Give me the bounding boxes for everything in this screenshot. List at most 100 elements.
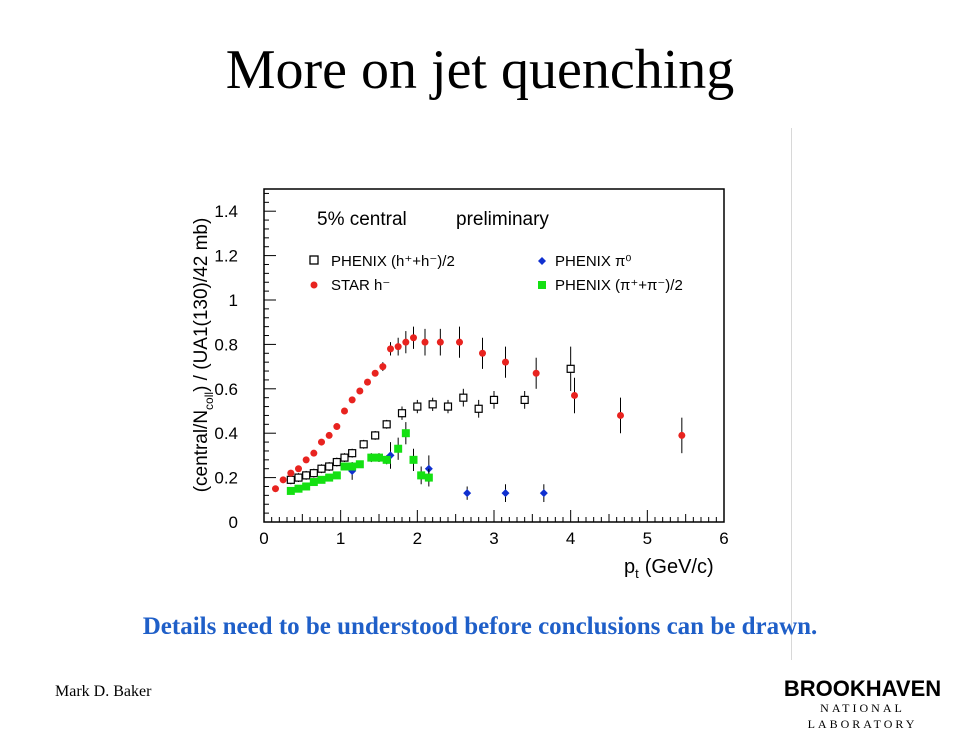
legend-label-star: STAR h⁻ (331, 277, 390, 294)
caption: Details need to be understood before con… (142, 613, 818, 640)
star-h-point (325, 431, 333, 439)
phenix-pi-point (367, 453, 376, 462)
x-tick-label: 3 (489, 529, 498, 548)
star-h-point (310, 449, 318, 457)
brookhaven-logo: BROOKHAVEN NATIONAL LABORATORY (770, 678, 955, 732)
phenix-h-point (428, 400, 437, 409)
phenix-pi-point (355, 460, 364, 469)
star-h-point (387, 345, 394, 353)
phenix-pi0-point (463, 489, 472, 498)
axis-ticks: 0 1 2 3 4 5 6 0 0.2 0.4 0.6 0.8 1 1.2 1.4 (214, 192, 729, 548)
logo-name: BROOKHAVEN (783, 676, 942, 701)
legend-marker-star (310, 281, 318, 289)
x-axis-label: pt (GeV/c) (624, 556, 714, 581)
star-h-point (356, 387, 364, 395)
y-tick-label: 0.6 (214, 380, 238, 399)
phenix-pi-point (332, 471, 341, 480)
phenix-pi-point (417, 471, 426, 480)
y-axis-label: (central/Ncoll) / (UA1(130)/42 mb) (191, 218, 216, 493)
chart-annotation: 5% central (317, 209, 407, 230)
phenix-pi-point (348, 462, 357, 471)
x-tick-label: 1 (336, 529, 345, 548)
star-h-point (272, 485, 279, 493)
phenix-h-point (382, 420, 391, 429)
star-h-point (479, 349, 486, 357)
phenix-h-point (566, 364, 575, 373)
x-axis-label-main: p (624, 556, 635, 578)
star-h-point (295, 465, 302, 473)
phenix-h-point (443, 402, 453, 411)
star-h-point (279, 476, 287, 484)
slide-title: More on jet quenching (225, 39, 735, 101)
phenix-h-point (397, 409, 407, 418)
star-h-point (364, 378, 371, 386)
phenix-h-point (359, 440, 368, 449)
phenix-h-point (413, 402, 422, 411)
star-h-point (379, 363, 387, 371)
phenix-pi-point (309, 478, 318, 487)
star-h-point (532, 369, 540, 377)
phenix-h-point (371, 431, 380, 440)
x-tick-label: 6 (719, 529, 728, 548)
y-tick-label: 0 (229, 513, 238, 532)
phenix-pi-point (375, 453, 383, 462)
logo-subtitle: NATIONAL LABORATORY (807, 701, 918, 731)
star-h-point (287, 469, 295, 477)
legend-marker-phenix-pi (538, 281, 546, 289)
phenix-pi-point (325, 473, 334, 482)
y-tick-label: 1.2 (214, 247, 238, 266)
star-h-point (402, 338, 410, 346)
phenix-pi-point (317, 475, 326, 484)
star-h-point (318, 438, 325, 446)
phenix-pi-point (294, 484, 303, 493)
phenix-h-point (317, 464, 326, 473)
x-axis-label-unit: (GeV/c) (645, 556, 714, 578)
star-h-point (456, 338, 463, 346)
phenix-h-point (459, 393, 468, 402)
x-tick-label: 2 (413, 529, 422, 548)
phenix-pi-point (401, 429, 410, 438)
y-tick-label: 0.2 (214, 469, 238, 488)
star-h-point (348, 396, 356, 404)
phenix-pi-point (409, 455, 418, 464)
phenix-pi-point (424, 473, 433, 482)
phenix-h-point (302, 471, 311, 480)
phenix-h-point (520, 395, 529, 404)
y-tick-label: 0.8 (214, 335, 238, 354)
phenix-pi0-point (501, 489, 510, 498)
x-axis-label-sub: t (635, 566, 639, 581)
star-h-point (571, 391, 578, 399)
phenix-pi-point (382, 455, 391, 464)
legend-marker-phenix-h (309, 255, 319, 265)
star-h-point (341, 407, 348, 415)
x-tick-label: 0 (259, 529, 268, 548)
phenix-h-point (340, 453, 349, 462)
author-name: Mark D. Baker (55, 683, 152, 700)
star-h-point (333, 423, 341, 431)
star-h-point (678, 431, 686, 439)
phenix-h-point (309, 469, 318, 478)
star-h-point (502, 358, 509, 366)
phenix-pi0-point (539, 489, 548, 498)
y-axis-label-post: ) / (UA1(130)/42 mb) (191, 218, 212, 392)
chart-annotation-2: preliminary (456, 209, 549, 230)
star-h-point (394, 343, 402, 351)
phenix-pi-point (394, 444, 403, 453)
legend: PHENIX (h⁺+h⁻)/2 STAR h⁻ PHENIX π⁰ PHENI… (309, 253, 683, 294)
legend-marker-phenix-pi0 (538, 257, 546, 265)
star-h-point (421, 338, 429, 346)
phenix-h-point (474, 404, 483, 413)
legend-label-phenix-pi0: PHENIX π⁰ (555, 253, 631, 270)
phenix-h-point (294, 473, 303, 482)
x-tick-label: 4 (566, 529, 575, 548)
star-h-point (617, 411, 624, 419)
x-tick-label: 5 (643, 529, 652, 548)
chart: 0 1 2 3 4 5 6 0 0.2 0.4 0.6 0.8 1 1.2 1.4 5% central p… (191, 188, 729, 581)
legend-label-phenix-pi: PHENIX (π⁺+π⁻)/2 (555, 277, 683, 294)
legend-label-phenix-h: PHENIX (h⁺+h⁻)/2 (331, 253, 455, 270)
vertical-divider (791, 128, 792, 660)
star-h-point (302, 456, 310, 464)
star-h-point (436, 338, 444, 346)
y-tick-label: 1.4 (214, 202, 238, 221)
star-h-point (371, 369, 379, 377)
